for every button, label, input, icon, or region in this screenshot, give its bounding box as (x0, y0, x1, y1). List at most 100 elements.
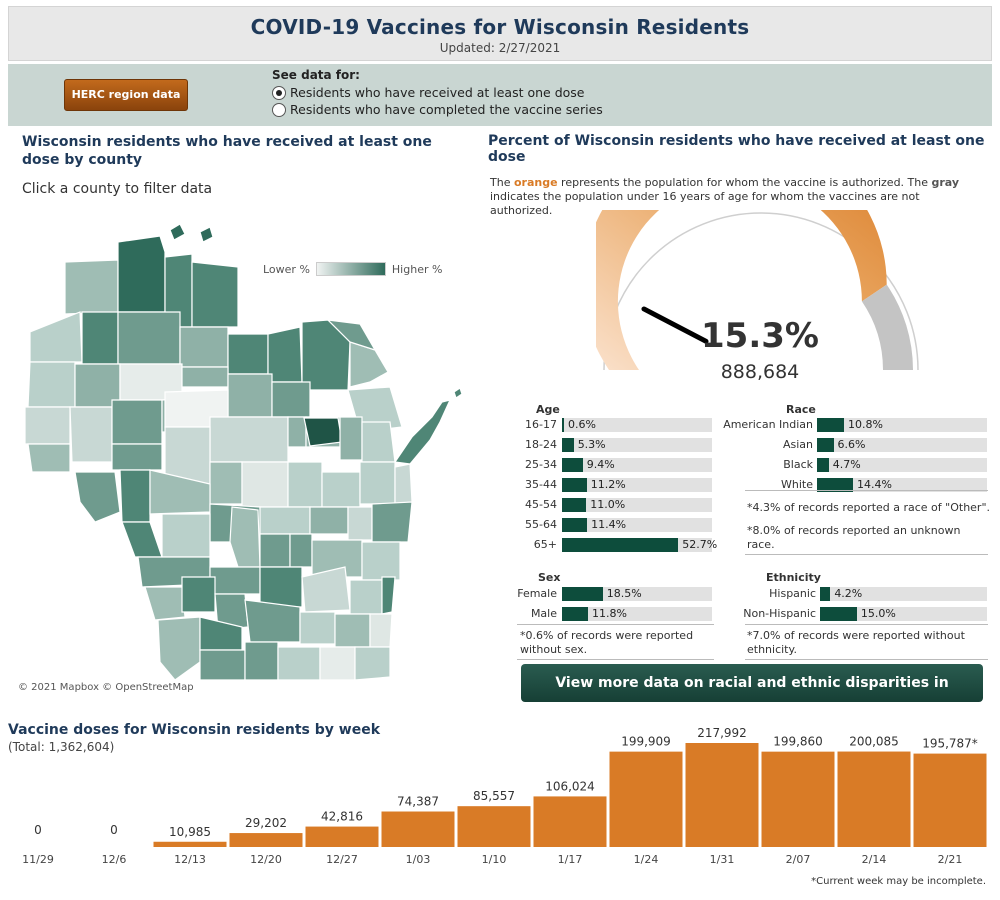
county[interactable] (259, 506, 311, 535)
ethnicity-bar[interactable]: 15.0% (820, 607, 987, 621)
age-bar[interactable]: 52.7% (562, 538, 717, 552)
county[interactable] (277, 646, 321, 681)
county[interactable] (303, 417, 343, 447)
county[interactable] (27, 443, 71, 473)
ethnicity-bar-value: 4.2% (834, 587, 863, 600)
sex-bar[interactable]: 18.5% (562, 587, 712, 601)
county[interactable] (339, 416, 363, 461)
county[interactable] (117, 235, 166, 313)
county[interactable] (393, 399, 452, 465)
county[interactable] (81, 311, 119, 365)
county[interactable] (394, 463, 413, 505)
county[interactable] (29, 311, 83, 363)
gauge-count: 888,684 (720, 361, 800, 383)
county[interactable] (227, 373, 273, 418)
county[interactable] (161, 513, 211, 558)
county[interactable] (371, 501, 413, 543)
county[interactable] (209, 566, 261, 595)
county[interactable] (289, 533, 313, 568)
county[interactable] (354, 646, 391, 681)
county[interactable] (209, 461, 243, 505)
age-bar[interactable]: 0.6% (562, 418, 712, 432)
race-bar[interactable]: 6.6% (817, 438, 987, 452)
county[interactable] (359, 461, 396, 505)
county[interactable] (369, 613, 393, 648)
county[interactable] (301, 319, 351, 391)
county[interactable] (349, 579, 383, 615)
radio-label: Residents who have received at least one… (290, 85, 585, 100)
ethnicity-bar[interactable]: 4.2% (820, 587, 987, 601)
county[interactable] (121, 521, 163, 558)
county[interactable] (181, 366, 229, 388)
county[interactable] (259, 533, 291, 568)
county[interactable] (209, 416, 289, 463)
county[interactable] (74, 471, 121, 523)
radio-at-least-one-dose[interactable]: Residents who have received at least one… (272, 84, 603, 101)
age-bar[interactable]: 11.0% (562, 498, 712, 512)
county[interactable] (244, 641, 279, 681)
county[interactable] (169, 223, 186, 241)
county[interactable] (181, 576, 216, 613)
sex-title: Sex (538, 571, 561, 584)
county[interactable] (179, 326, 229, 368)
county[interactable] (347, 506, 373, 541)
county[interactable] (157, 616, 201, 681)
week-bar (153, 841, 227, 847)
wisconsin-county-map[interactable] (10, 222, 470, 692)
map-credit: © 2021 Mapbox © OpenStreetMap (18, 682, 194, 693)
county[interactable] (27, 361, 76, 408)
county[interactable] (453, 387, 463, 399)
county[interactable] (259, 566, 303, 608)
county[interactable] (119, 469, 151, 523)
race-bar[interactable]: 14.4% (817, 478, 987, 492)
county[interactable] (199, 649, 246, 681)
county[interactable] (334, 613, 371, 648)
county[interactable] (267, 326, 303, 383)
county[interactable] (241, 461, 289, 508)
age-bar[interactable]: 5.3% (562, 438, 712, 452)
county[interactable] (191, 261, 239, 328)
county[interactable] (64, 259, 119, 315)
age-row-label: 25-34 (525, 458, 557, 471)
county[interactable] (299, 611, 336, 645)
ethnicity-bar-value: 15.0% (860, 607, 896, 620)
county[interactable] (326, 319, 377, 352)
age-bar[interactable]: 11.2% (562, 478, 712, 492)
radio-selected-icon[interactable] (272, 85, 286, 100)
county[interactable] (227, 333, 269, 375)
county[interactable] (271, 381, 311, 418)
age-bar-fill (562, 478, 587, 492)
race-bar[interactable]: 10.8% (817, 418, 987, 432)
county[interactable] (117, 311, 181, 365)
county[interactable] (111, 443, 163, 471)
radio-unselected-icon[interactable] (272, 102, 286, 117)
county[interactable] (361, 541, 401, 581)
county[interactable] (24, 406, 71, 445)
county[interactable] (287, 416, 307, 448)
county[interactable] (309, 506, 349, 535)
age-bar[interactable]: 11.4% (562, 518, 712, 532)
county[interactable] (287, 461, 323, 508)
county[interactable] (199, 226, 214, 243)
county[interactable] (229, 506, 261, 568)
county[interactable] (301, 566, 351, 613)
county[interactable] (361, 421, 396, 463)
herc-region-button[interactable]: HERC region data (64, 79, 188, 111)
county[interactable] (319, 646, 356, 681)
county[interactable] (144, 586, 186, 621)
week-bar-value-label: 199,860 (773, 735, 823, 749)
county[interactable] (321, 471, 361, 508)
county[interactable] (111, 399, 163, 445)
county[interactable] (381, 576, 396, 615)
age-bar[interactable]: 9.4% (562, 458, 712, 472)
county[interactable] (244, 599, 301, 643)
sex-bar-fill (562, 587, 603, 601)
race-bar[interactable]: 4.7% (817, 458, 987, 472)
county[interactable] (349, 341, 389, 388)
sex-bar[interactable]: 11.8% (562, 607, 712, 621)
disparities-button[interactable]: View more data on racial and ethnic disp… (521, 664, 983, 729)
county[interactable] (69, 406, 113, 463)
week-bar (913, 753, 987, 847)
desc-text: The (490, 176, 514, 189)
radio-completed-series[interactable]: Residents who have completed the vaccine… (272, 101, 603, 118)
